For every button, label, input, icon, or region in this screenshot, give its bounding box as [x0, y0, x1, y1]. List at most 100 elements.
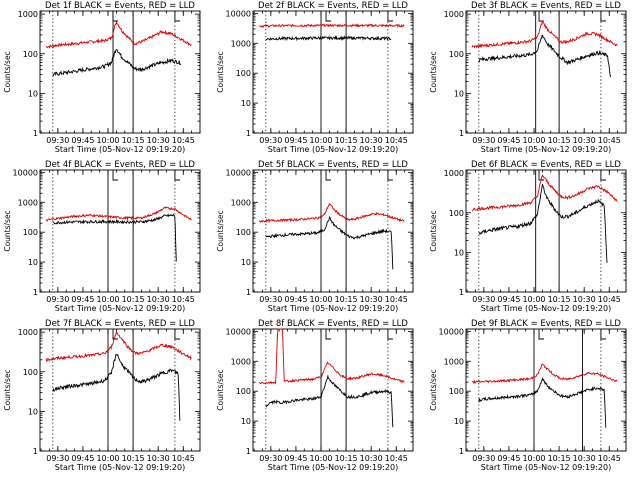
- chart-title: Det 7f BLACK = Events, RED = LLD: [45, 319, 195, 329]
- y-tick-label: 10000: [439, 327, 464, 336]
- x-tick-label: 10:15: [548, 454, 571, 463]
- x-tick-label: 10:45: [172, 136, 195, 145]
- y-tick-label: 10: [454, 417, 464, 426]
- chart-title: Det 5f BLACK = Events, RED = LLD: [258, 160, 408, 170]
- y-tick-label: 100: [23, 228, 38, 237]
- x-tick-label: 10:15: [122, 136, 145, 145]
- lld-series-line: [258, 203, 405, 224]
- y-tick-label: 100: [449, 387, 464, 396]
- chart-panel-3: Det 3f BLACK = Events, RED = LLD 1 10 100 10…: [429, 1, 627, 154]
- y-tick-label: 100: [236, 387, 251, 396]
- y-tick-label: 1: [459, 447, 464, 456]
- x-tick-label: 10:00: [96, 136, 119, 145]
- x-tick-label: 09:45: [284, 454, 307, 463]
- x-tick-label: 10:15: [335, 295, 358, 304]
- y-axis-label: Counts/sec: [3, 369, 12, 410]
- y-tick-label: 10000: [226, 9, 251, 18]
- chart-panel-1: Det 1f BLACK = Events, RED = LLD 1 10 100 10…: [3, 1, 201, 154]
- y-tick-label: 10: [241, 258, 251, 267]
- chart-title: Det 2f BLACK = Events, RED = LLD: [258, 1, 408, 11]
- x-tick-label: 10:15: [122, 454, 145, 463]
- interval-corner-mark: [538, 170, 545, 181]
- y-tick-label: 10: [28, 258, 38, 267]
- y-tick-label: 1000: [231, 39, 251, 48]
- x-tick-label: 10:00: [522, 454, 545, 463]
- y-tick-label: 1: [459, 288, 464, 297]
- lld-series-line: [471, 363, 618, 385]
- events-series-line: [52, 353, 181, 421]
- x-tick-label: 10:00: [309, 454, 332, 463]
- events-series-line: [478, 184, 608, 263]
- x-tick-label: 10:45: [598, 454, 621, 463]
- plot-frame: [252, 328, 414, 452]
- y-axis-label: Counts/sec: [216, 369, 225, 410]
- y-tick-label: 100: [23, 368, 38, 377]
- x-tick-label: 10:15: [548, 295, 571, 304]
- y-tick-label: 1000: [231, 357, 251, 366]
- y-tick-label: 100: [449, 50, 464, 59]
- x-tick-label: 09:45: [497, 295, 520, 304]
- plot-frame: [252, 169, 414, 293]
- x-tick-label: 10:30: [573, 454, 596, 463]
- y-tick-label: 1000: [444, 169, 464, 178]
- y-tick-label: 1000: [18, 198, 38, 207]
- y-tick-label: 10: [241, 99, 251, 108]
- interval-corner-mark: [325, 11, 332, 22]
- x-tick-label: 10:45: [385, 136, 408, 145]
- x-tick-label: 10:15: [335, 454, 358, 463]
- x-axis-label: Start Time (05-Nov-12 09:19:20): [55, 463, 185, 472]
- x-tick-label: 10:45: [385, 454, 408, 463]
- plot-frame: [465, 169, 627, 293]
- y-tick-label: 10: [454, 89, 464, 98]
- x-tick-label: 09:30: [46, 136, 69, 145]
- events-series-line: [52, 213, 177, 262]
- events-series-line: [478, 376, 607, 428]
- y-tick-label: 10000: [226, 327, 251, 336]
- interval-corner-mark: [387, 170, 393, 181]
- y-axis-label: Counts/sec: [216, 51, 225, 92]
- interval-corner-mark: [174, 329, 180, 340]
- y-tick-label: 1: [33, 129, 38, 138]
- chart-panel-8: Det 8f BLACK = Events, RED = LLD 1 10 100 10…: [216, 319, 414, 472]
- x-tick-label: 09:30: [259, 136, 282, 145]
- x-tick-label: 10:45: [598, 295, 621, 304]
- y-tick-label: 10: [454, 248, 464, 257]
- chart-title: Det 8f BLACK = Events, RED = LLD: [258, 319, 408, 329]
- interval-corner-mark: [112, 11, 119, 22]
- y-tick-label: 10: [241, 417, 251, 426]
- x-tick-label: 10:30: [573, 136, 596, 145]
- x-axis-label: Start Time (05-Nov-12 09:19:20): [55, 304, 185, 313]
- x-tick-label: 10:30: [360, 295, 383, 304]
- y-tick-label: 1: [246, 129, 251, 138]
- interval-corner-mark: [600, 11, 606, 22]
- x-tick-label: 10:45: [598, 136, 621, 145]
- y-tick-label: 1000: [231, 198, 251, 207]
- plot-frame: [39, 169, 201, 293]
- y-tick-label: 1: [246, 288, 251, 297]
- x-tick-label: 10:00: [309, 136, 332, 145]
- x-tick-label: 09:30: [259, 454, 282, 463]
- y-tick-label: 1000: [444, 357, 464, 366]
- y-tick-label: 1000: [18, 328, 38, 337]
- events-series-line: [265, 35, 392, 42]
- y-tick-label: 100: [23, 50, 38, 59]
- x-tick-label: 10:30: [147, 136, 170, 145]
- plot-frame: [39, 10, 201, 134]
- y-axis-label: Counts/sec: [429, 210, 438, 251]
- interval-corner-mark: [600, 170, 606, 181]
- chart-title: Det 6f BLACK = Events, RED = LLD: [471, 160, 621, 170]
- chart-panel-2: Det 2f BLACK = Events, RED = LLD 1 10 100 10…: [216, 1, 414, 154]
- interval-corner-mark: [174, 170, 180, 181]
- x-tick-label: 10:30: [147, 295, 170, 304]
- lld-series-line: [471, 20, 618, 49]
- x-axis-label: Start Time (05-Nov-12 09:19:20): [481, 304, 611, 313]
- interval-corner-mark: [387, 11, 393, 22]
- x-tick-label: 09:30: [472, 295, 495, 304]
- plot-frame: [465, 10, 627, 134]
- y-tick-label: 1: [33, 288, 38, 297]
- lld-series-line: [259, 23, 405, 29]
- interval-corner-mark: [112, 329, 119, 340]
- lld-series-line: [45, 206, 192, 222]
- x-tick-label: 10:00: [309, 295, 332, 304]
